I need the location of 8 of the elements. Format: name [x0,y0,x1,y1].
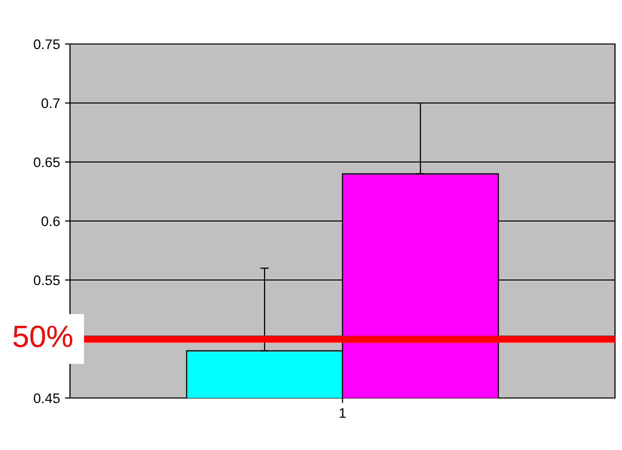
y-tick-label: 0.7 [42,98,60,108]
ref-line-label: 50% [13,326,72,348]
y-tick-label: 0.65 [34,157,60,168]
y-tick-label: 0.55 [34,275,60,286]
x-tick-label: 1 [340,408,346,418]
y-tick-label: 0.75 [34,39,60,50]
y-tick-label: 0.6 [42,216,60,226]
y-tick-label: 0.45 [34,393,60,404]
